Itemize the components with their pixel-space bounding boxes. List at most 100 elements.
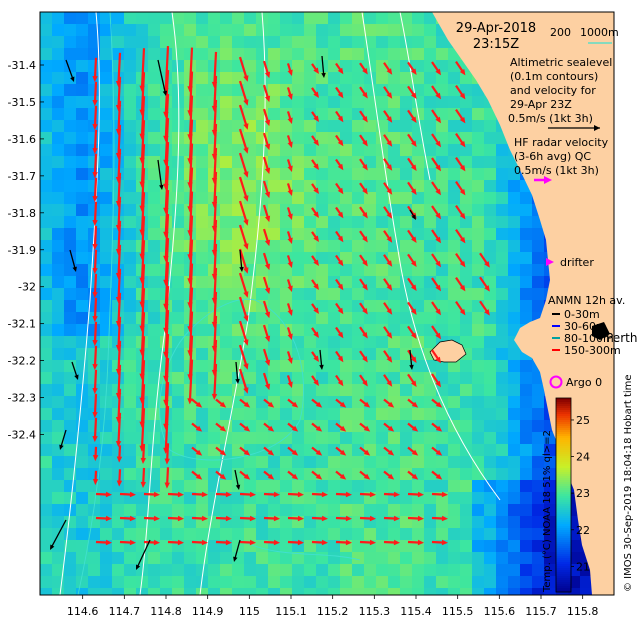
colorbar-segment <box>556 494 571 497</box>
sst-pixel <box>112 204 124 216</box>
hf-vector-head <box>345 515 352 522</box>
sst-pixel <box>412 168 424 180</box>
sst-pixel <box>496 300 508 312</box>
sst-pixel <box>268 576 280 588</box>
sst-pixel <box>388 576 400 588</box>
sst-pixel <box>256 240 268 252</box>
sst-pixel <box>388 408 400 420</box>
sst-pixel <box>448 216 460 228</box>
sst-pixel <box>508 300 520 312</box>
sst-pixel <box>196 12 208 24</box>
hf-vector-head <box>337 235 344 243</box>
sst-pixel <box>196 228 208 240</box>
sst-pixel <box>76 588 88 595</box>
hf-vector-head <box>362 260 368 267</box>
sst-pixel <box>460 444 472 456</box>
sst-pixel <box>292 384 304 396</box>
colorbar-segment <box>556 422 571 425</box>
colorbar-segment <box>556 584 571 587</box>
hf-vector-head <box>410 284 417 291</box>
colorbar-segment <box>556 402 571 405</box>
sst-pixel <box>376 312 388 324</box>
sst-pixel <box>124 528 136 540</box>
bathy-legend-200: 200 <box>550 26 571 39</box>
sst-pixel <box>244 84 256 96</box>
sst-pixel <box>172 324 184 336</box>
sst-pixel <box>496 240 508 252</box>
sst-pixel <box>40 468 52 480</box>
colorbar-segment <box>556 452 571 455</box>
sst-pixel <box>148 108 160 120</box>
hf-vector-head <box>243 473 251 480</box>
sst-pixel <box>220 588 232 595</box>
sst-pixel <box>148 396 160 408</box>
sst-pixel <box>424 120 436 132</box>
sst-pixel <box>148 420 160 432</box>
hf-vector <box>213 75 218 109</box>
hf-vector-head <box>411 425 419 432</box>
hf-vector-head <box>386 332 393 339</box>
sst-pixel <box>100 564 112 576</box>
sst-pixel <box>304 288 316 300</box>
sst-pixel <box>544 552 556 564</box>
sst-pixel <box>388 144 400 156</box>
hf-vector <box>188 239 194 281</box>
sst-pixel <box>100 312 112 324</box>
colorbar-segment <box>556 590 571 593</box>
sst-pixel <box>388 312 400 324</box>
sst-pixel <box>520 264 532 276</box>
perth-marker: Perth <box>592 322 637 345</box>
sst-pixel <box>196 372 208 384</box>
sst-pixel <box>412 12 424 24</box>
sst-pixel <box>304 576 316 588</box>
sst-pixel <box>484 300 496 312</box>
hf-vector-head <box>337 67 344 75</box>
hf-vector-head <box>140 481 146 489</box>
colorbar-segment <box>556 556 571 559</box>
sst-pixel <box>172 312 184 324</box>
hf-vector-head <box>386 116 393 123</box>
sst-pixel <box>244 372 256 384</box>
sst-pixel <box>436 456 448 468</box>
hf-vector <box>213 195 218 229</box>
sealevel-contour <box>399 12 431 181</box>
hf-vector-head <box>393 515 400 522</box>
sst-pixel <box>364 132 376 144</box>
hf-vector <box>117 316 122 348</box>
sst-pixel <box>148 348 160 360</box>
hf-vector-head <box>264 359 271 367</box>
sst-pixel <box>40 156 52 168</box>
sst-pixel <box>40 336 52 348</box>
hf-vector-head <box>435 212 442 220</box>
hf-vector <box>164 69 170 115</box>
alt-legend-line1: Altimetric sealevel <box>510 56 612 69</box>
sst-pixel <box>388 480 400 492</box>
hf-vector-head <box>417 539 424 546</box>
hf-vector-head <box>264 239 271 247</box>
hf-vector-head <box>362 164 368 171</box>
sst-pixel <box>316 564 328 576</box>
sst-pixel <box>172 372 184 384</box>
sst-pixel <box>520 432 532 444</box>
lon-tick-label: 115.8 <box>567 605 599 618</box>
sst-pixel <box>76 408 88 420</box>
sst-pixel <box>172 360 184 372</box>
sst-pixel <box>40 372 52 384</box>
sst-pixel <box>148 228 160 240</box>
sst-pixel <box>448 468 460 480</box>
sst-pixel <box>196 264 208 276</box>
sst-pixel <box>496 204 508 216</box>
sst-pixel <box>280 192 292 204</box>
hf-vector-head <box>264 143 271 151</box>
sst-pixel <box>364 120 376 132</box>
colorbar-segment <box>556 492 571 495</box>
hf-vector <box>164 333 170 379</box>
hf-vector-head <box>339 449 347 456</box>
sst-pixel <box>172 36 184 48</box>
hf-vector-head <box>195 473 203 480</box>
sst-pixel <box>52 216 64 228</box>
colorbar-segment <box>556 554 571 557</box>
sst-pixel <box>352 588 364 595</box>
hf-vector-head <box>249 515 256 522</box>
